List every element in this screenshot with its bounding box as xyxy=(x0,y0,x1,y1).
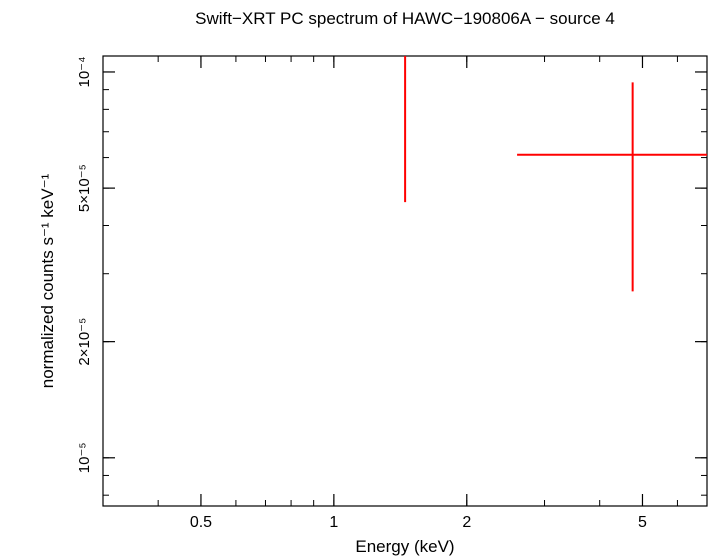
x-tick-label: 0.5 xyxy=(190,514,212,531)
y-tick-label: 10⁻⁴ xyxy=(76,56,93,87)
x-tick-label: 1 xyxy=(329,514,338,531)
data-point xyxy=(517,82,707,292)
x-axis-label: Energy (keV) xyxy=(355,537,454,556)
y-tick-label: 5×10⁻⁵ xyxy=(76,164,93,212)
y-axis-label: normalized counts s⁻¹ keV⁻¹ xyxy=(38,173,57,388)
data-points xyxy=(404,56,707,292)
y-tick-label: 2×10⁻⁵ xyxy=(76,318,93,366)
y-tick-label: 10⁻⁵ xyxy=(76,442,93,473)
y-axis: 10⁻⁴ 5×10⁻⁵ 2×10⁻⁵ 10⁻⁵ xyxy=(76,56,707,496)
chart-title: Swift−XRT PC spectrum of HAWC−190806A − … xyxy=(195,9,615,28)
x-axis: 0.5 1 2 5 xyxy=(102,56,708,531)
x-tick-label: 2 xyxy=(462,514,471,531)
x-tick-label: 5 xyxy=(638,514,647,531)
